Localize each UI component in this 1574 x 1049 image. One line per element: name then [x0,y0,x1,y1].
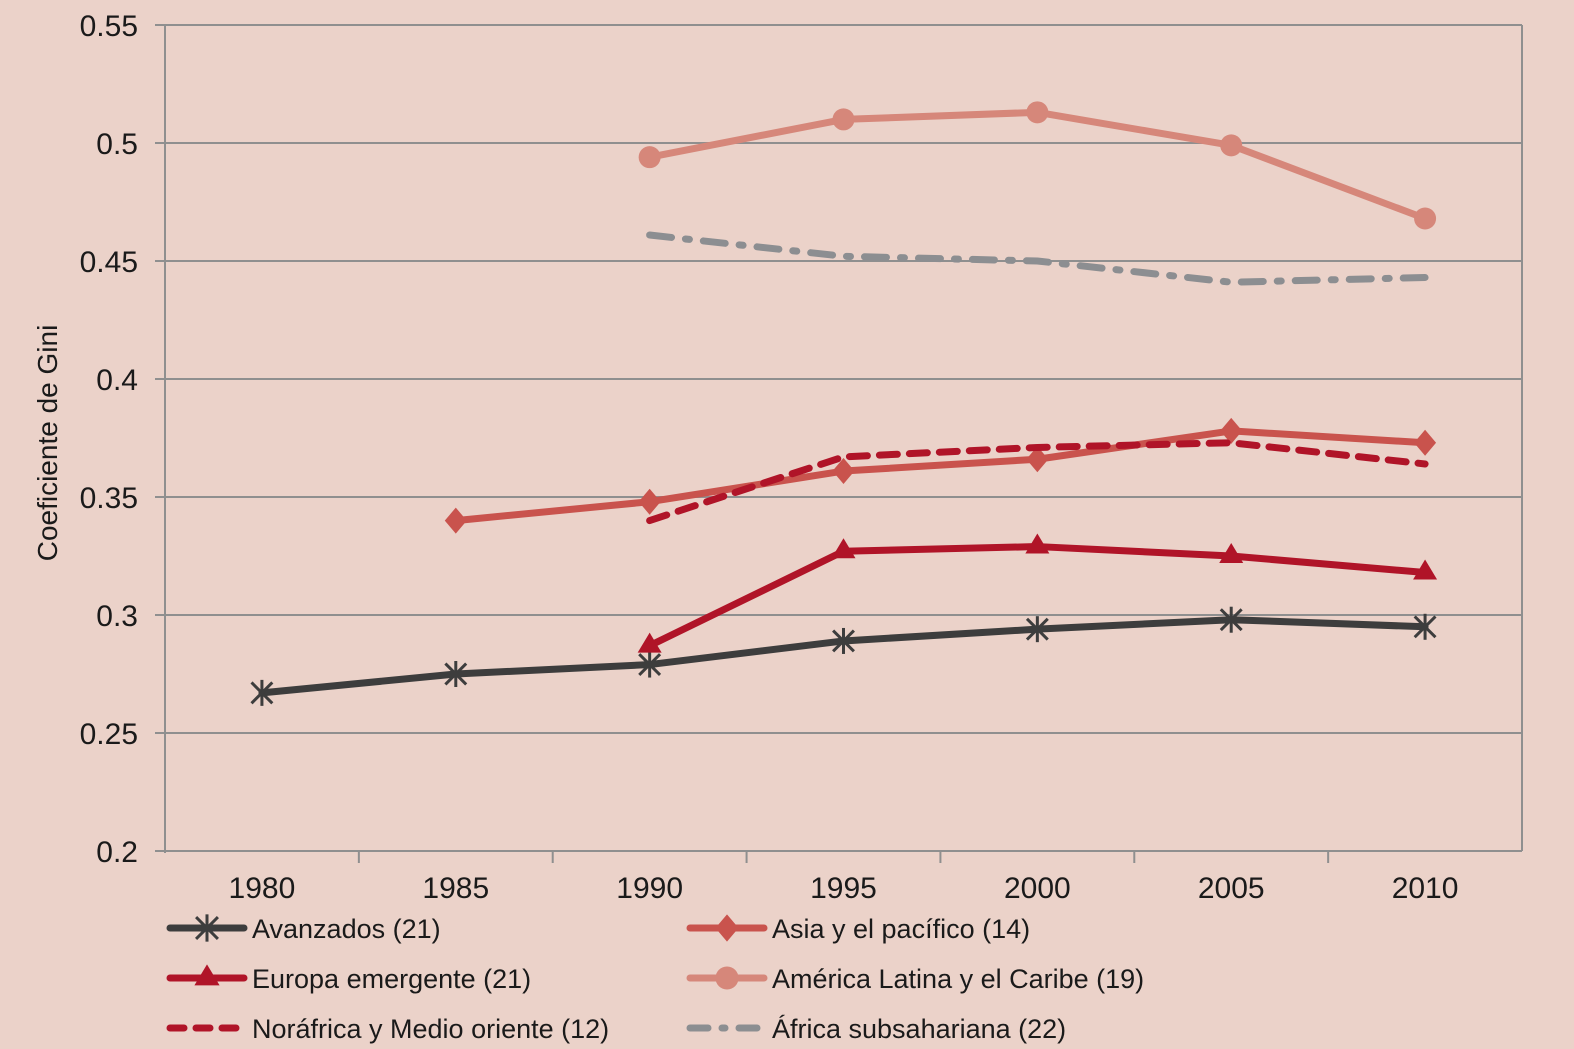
data-point-diamond [444,507,467,534]
data-point-triangle [831,538,856,559]
data-point-diamond [638,488,661,515]
data-point-asterisk [195,914,219,942]
legend-label: Europa emergente (21) [252,964,531,994]
data-point-triangle [637,632,662,653]
series-line [646,439,1429,525]
data-point-diamond [1220,417,1243,444]
series-line [646,231,1429,286]
data-point-triangle [194,964,220,986]
legend-label: Noráfrica y Medio oriente (12) [252,1014,609,1044]
data-point-triangle [1025,533,1050,554]
data-point-diamond [1414,429,1437,456]
x-tick-label: 2010 [1392,872,1459,905]
series-line [452,427,1429,525]
y-tick-label: 0.2 [96,836,138,869]
data-point-diamond [715,914,739,942]
legend-item: Asia y el pacífico (14) [686,914,1030,944]
x-tick-label: 2005 [1198,872,1265,905]
data-point-asterisk [444,661,468,687]
data-point-asterisk [250,679,274,706]
data-point-diamond [1026,446,1049,473]
data-point-triangle [1413,559,1438,580]
data-point-circle [715,966,739,990]
data-point-triangle [1219,543,1244,563]
y-tick-label: 0.5 [96,128,138,161]
y-axis-title: Coeficiente de Gini [32,325,63,562]
series-1 [444,417,1437,534]
legend-label: América Latina y el Caribe (19) [772,964,1144,994]
series-5 [646,231,1429,286]
y-tick-label: 0.4 [96,364,138,397]
legend-label: Avanzados (21) [252,914,441,944]
data-point-diamond [832,458,855,485]
grid-layer [155,24,1523,853]
series-0 [250,606,1437,706]
y-tick-label: 0.3 [96,600,138,633]
x-tick-label: 2000 [1004,872,1071,905]
legend-item: Noráfrica y Medio oriente (12) [166,1014,609,1044]
data-point-circle [832,108,855,131]
data-point-circle [1026,101,1049,124]
legend-label: África subsahariana (22) [772,1014,1066,1044]
data-point-asterisk [1413,613,1437,640]
legend-label: Asia y el pacífico (14) [772,914,1030,944]
legend-item: Europa emergente (21) [166,964,531,994]
series-3 [638,101,1437,230]
y-tick-label: 0.45 [80,246,138,279]
legend-item: América Latina y el Caribe (19) [686,964,1144,994]
data-point-asterisk [1025,616,1049,643]
y-axis-ticks: 0.2 0.25 0.3 0.35 0.4 0.45 0.5 0.55 [80,10,138,869]
series-4 [646,439,1429,525]
x-tick-label: 1985 [422,872,489,905]
data-point-circle [1220,134,1243,157]
x-tick-label: 1990 [616,872,683,905]
x-tick-label: 1980 [229,872,296,905]
x-tick-label: 1995 [810,872,877,905]
data-point-circle [638,146,661,169]
x-axis-ticks: 1980 1985 1990 1995 2000 2005 2010 [229,851,1459,905]
data-point-asterisk [638,651,662,678]
y-tick-label: 0.35 [80,482,138,515]
series-layer [250,101,1438,706]
data-point-circle [1414,207,1437,230]
y-tick-label: 0.55 [80,10,138,43]
legend: Avanzados (21) Asia y el pacífico (14) Eur… [166,914,1144,1044]
data-point-asterisk [1219,606,1243,633]
series-2 [637,533,1438,653]
y-tick-label: 0.25 [80,718,138,751]
legend-item: África subsahariana (22) [686,1014,1066,1044]
data-point-asterisk [832,627,855,654]
legend-item: Avanzados (21) [166,914,441,944]
series-line [646,108,1429,223]
